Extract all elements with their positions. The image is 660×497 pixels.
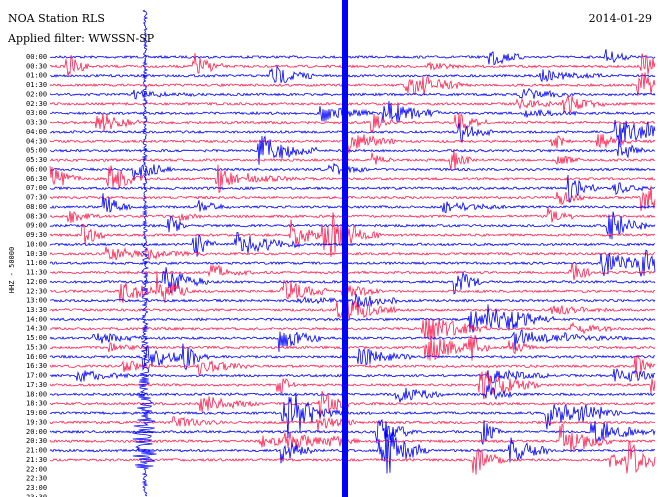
time-label: 03:00 — [26, 109, 47, 117]
trace — [49, 392, 656, 438]
time-label: 13:30 — [26, 306, 47, 314]
time-label: 19:30 — [26, 418, 47, 426]
time-label: 19:00 — [26, 409, 47, 417]
trace — [49, 429, 656, 474]
time-label: 20:00 — [26, 428, 47, 436]
time-label: 14:00 — [26, 315, 47, 323]
trace — [49, 232, 656, 257]
time-label: 21:00 — [26, 447, 47, 455]
trace — [49, 367, 656, 384]
time-label: 02:30 — [26, 100, 47, 108]
trace — [50, 293, 656, 308]
trace — [49, 300, 656, 321]
trace — [49, 371, 656, 400]
time-label: 22:30 — [26, 475, 47, 483]
time-label: 03:30 — [26, 119, 47, 127]
trace — [49, 262, 656, 281]
time-label: 17:00 — [26, 372, 47, 380]
time-label: 08:30 — [26, 212, 47, 220]
time-label: 17:30 — [26, 381, 47, 389]
trace — [49, 343, 655, 371]
trace — [49, 273, 656, 303]
time-label: 21:30 — [26, 456, 47, 464]
trace — [49, 94, 656, 114]
trace — [49, 112, 656, 134]
trace — [49, 162, 656, 181]
time-label: 12:30 — [26, 287, 47, 295]
trace — [49, 119, 656, 146]
time-label: 09:30 — [26, 231, 47, 239]
time-label: 15:30 — [26, 343, 47, 351]
time-label: 12:00 — [26, 278, 47, 286]
time-label: 23:00 — [26, 484, 47, 492]
time-label: 09:00 — [26, 222, 47, 230]
filter-label: Applied filter: WWSSN-SP — [7, 32, 155, 45]
time-label: 01:30 — [26, 81, 47, 89]
trace — [49, 174, 656, 204]
time-label: 11:00 — [26, 259, 47, 267]
time-label: 15:00 — [26, 334, 47, 342]
time-label: 08:00 — [26, 203, 47, 211]
date-label: 2014-01-29 — [589, 12, 652, 25]
time-label: 23:30 — [26, 493, 47, 497]
trace — [50, 49, 656, 66]
time-label: 16:30 — [26, 362, 47, 370]
trace — [49, 72, 656, 97]
trace — [49, 318, 656, 341]
trace — [49, 423, 656, 452]
trace — [49, 441, 656, 475]
time-label: 20:30 — [26, 437, 47, 445]
channel-label: HHZ - 50000 — [8, 247, 16, 293]
trace — [49, 87, 656, 100]
trace — [49, 383, 656, 403]
time-label: 18:30 — [26, 400, 47, 408]
time-label: 22:00 — [26, 465, 47, 473]
trace — [49, 334, 656, 361]
time-label: 04:30 — [26, 137, 47, 145]
trace — [49, 211, 656, 240]
time-label: 10:00 — [26, 240, 47, 248]
traces — [49, 0, 656, 497]
trace — [49, 193, 656, 214]
time-label: 18:00 — [26, 390, 47, 398]
trace — [49, 134, 656, 154]
trace — [49, 246, 656, 261]
trace — [49, 249, 656, 278]
time-label: 04:00 — [26, 128, 47, 136]
trace — [49, 135, 656, 165]
trace — [49, 185, 656, 212]
trace — [49, 53, 656, 77]
trace — [49, 304, 656, 333]
trace — [49, 64, 656, 83]
time-label: 11:30 — [26, 269, 47, 277]
event-spike — [132, 9, 157, 497]
time-label: 13:00 — [26, 297, 47, 305]
vertical-band — [342, 0, 348, 497]
trace — [49, 207, 656, 224]
trace — [49, 212, 655, 257]
time-label: 00:00 — [26, 53, 47, 61]
station-title: NOA Station RLS — [8, 12, 105, 25]
trace — [49, 149, 656, 170]
time-label: 10:30 — [26, 250, 47, 258]
time-label: 02:00 — [26, 90, 47, 98]
time-label: 06:30 — [26, 175, 47, 183]
time-label: 07:00 — [26, 184, 47, 192]
time-label: 07:30 — [26, 194, 47, 202]
time-label: 01:00 — [26, 72, 47, 80]
time-label: 06:00 — [26, 165, 47, 173]
trace — [49, 354, 656, 378]
trace — [49, 101, 656, 124]
trace — [49, 328, 656, 352]
trace — [49, 164, 656, 194]
time-label: 05:00 — [26, 147, 47, 155]
time-label: 00:30 — [26, 62, 47, 70]
trace — [49, 267, 656, 295]
time-label: 05:30 — [26, 156, 47, 164]
time-label: 14:30 — [26, 325, 47, 333]
time-label: 16:00 — [26, 353, 47, 361]
